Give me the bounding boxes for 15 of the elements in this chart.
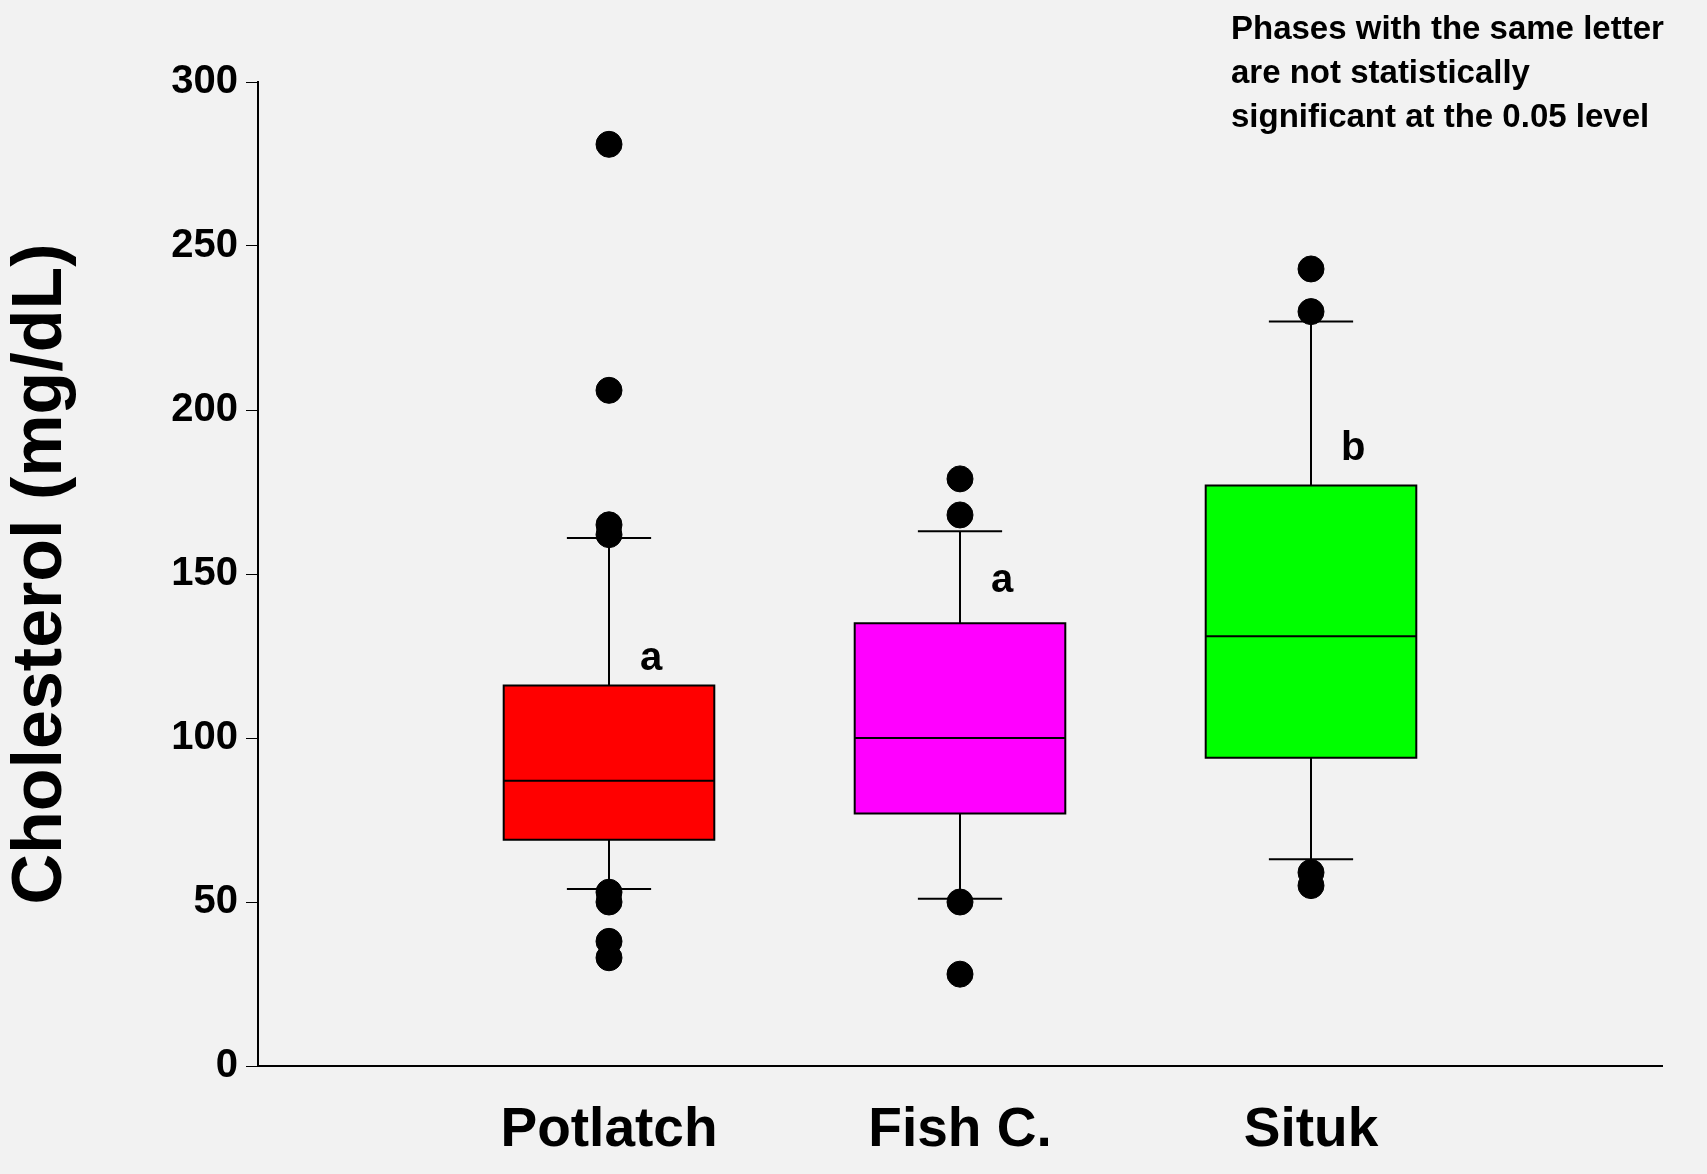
x-tick-label: Fish C. bbox=[868, 1096, 1052, 1159]
y-tick-label: 50 bbox=[193, 877, 238, 922]
annotation: a bbox=[990, 555, 1014, 600]
annotation: b bbox=[1340, 424, 1366, 469]
x-tick-label: Situk bbox=[1243, 1096, 1379, 1159]
annotation: Phases with the same letter are not statistically significant at the 0.05 level bbox=[1231, 8, 1665, 136]
y-tick-label: 200 bbox=[171, 385, 238, 430]
y-tick-label: 150 bbox=[171, 549, 238, 594]
annotation: a bbox=[639, 634, 663, 679]
y-tick-label: 0 bbox=[215, 1041, 238, 1086]
y-axis-title: Cholesterol (mg/dL) bbox=[0, 243, 77, 905]
x-tick-label: Potlatch bbox=[500, 1096, 718, 1159]
y-tick-label: 100 bbox=[171, 713, 238, 758]
y-tick-label: 300 bbox=[171, 57, 238, 102]
y-tick-label: 250 bbox=[171, 221, 238, 266]
